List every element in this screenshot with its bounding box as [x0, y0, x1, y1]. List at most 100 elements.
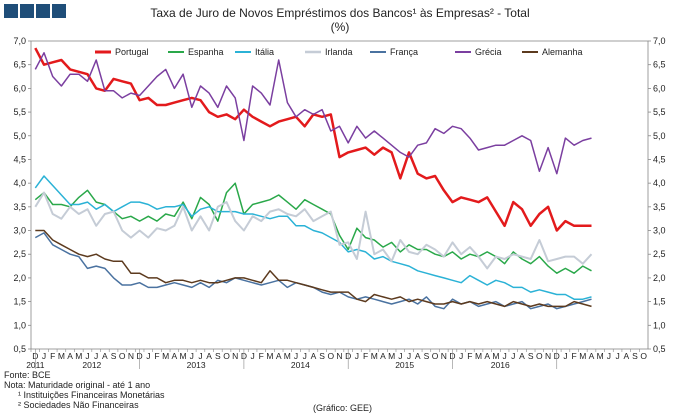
y-tick-label-right: 2,5	[653, 249, 666, 259]
x-month-label: N	[441, 351, 447, 361]
x-month-label: F	[50, 351, 55, 361]
x-month-label: J	[190, 351, 194, 361]
x-month-label: J	[615, 351, 619, 361]
note-text: Nota: Maturidade original - até 1 ano	[4, 380, 151, 390]
x-month-label: J	[459, 351, 463, 361]
x-month-label: S	[319, 351, 325, 361]
legend-label-espanha: Espanha	[188, 47, 224, 57]
x-month-label: J	[511, 351, 515, 361]
x-month-label: A	[623, 351, 629, 361]
y-tick-label-left: 1,0	[13, 320, 26, 330]
y-tick-label-right: 6,0	[653, 83, 666, 93]
x-month-label: A	[484, 351, 490, 361]
y-tick-label-left: 4,5	[13, 154, 26, 164]
y-tick-label-left: 5,0	[13, 131, 26, 141]
x-month-label: J	[294, 351, 298, 361]
x-month-label: A	[102, 351, 108, 361]
x-month-label: A	[415, 351, 421, 361]
y-tick-label-right: 7,0	[653, 36, 666, 46]
x-month-label: J	[250, 351, 254, 361]
x-month-label: J	[303, 351, 307, 361]
x-month-label: M	[180, 351, 187, 361]
footnote-2: ² Sociedades Não Financeiras	[18, 400, 139, 410]
x-month-label: M	[475, 351, 482, 361]
y-tick-label-left: 5,5	[13, 107, 26, 117]
x-month-label: J	[94, 351, 98, 361]
y-tick-label-left: 6,0	[13, 83, 26, 93]
x-month-label: M	[597, 351, 604, 361]
x-month-label: A	[67, 351, 73, 361]
legend-label-frança: França	[390, 47, 418, 57]
y-tick-label-right: 4,5	[653, 154, 666, 164]
x-month-label: A	[276, 351, 282, 361]
y-tick-label-left: 3,5	[13, 202, 26, 212]
y-tick-label-right: 0,5	[653, 344, 666, 354]
x-month-label: F	[154, 351, 159, 361]
y-tick-label-right: 6,5	[653, 60, 666, 70]
x-month-label: A	[172, 351, 178, 361]
x-year-label: 2015	[395, 360, 414, 370]
footnote-1: ¹ Instituições Financeiras Monetárias	[18, 390, 165, 400]
y-tick-label-left: 3,0	[13, 226, 26, 236]
y-tick-label-right: 5,0	[653, 131, 666, 141]
x-month-label: A	[380, 351, 386, 361]
y-tick-label-left: 2,0	[13, 273, 26, 283]
x-month-label: M	[371, 351, 378, 361]
x-month-label: M	[266, 351, 273, 361]
x-month-label: S	[528, 351, 534, 361]
x-month-label: J	[502, 351, 506, 361]
y-tick-label-right: 2,0	[653, 273, 666, 283]
series-line-espanha	[34, 182, 592, 274]
chart-title: Taxa de Juro de Novos Empréstimos dos Ba…	[150, 6, 530, 20]
series-line-irlanda	[34, 191, 593, 270]
series-line-frança	[34, 232, 592, 310]
x-month-label: M	[388, 351, 395, 361]
x-month-label: N	[336, 351, 342, 361]
plot-frame	[30, 40, 649, 350]
footer-notes: Fonte: BCE Nota: Maturidade original - a…	[4, 370, 165, 410]
x-month-label: J	[407, 351, 411, 361]
x-month-label: J	[355, 351, 359, 361]
x-year-label: 2014	[291, 360, 310, 370]
x-month-label: N	[232, 351, 238, 361]
logo	[4, 4, 66, 18]
legend-label-portugal: Portugal	[115, 47, 149, 57]
legend-label-itália: Itália	[255, 47, 274, 57]
x-month-label: A	[206, 351, 212, 361]
x-month-label: O	[640, 351, 647, 361]
x-month-label: J	[85, 351, 89, 361]
x-month-label: O	[327, 351, 334, 361]
x-month-label: O	[119, 351, 126, 361]
y-tick-label-left: 4,0	[13, 178, 26, 188]
x-month-label: J	[607, 351, 611, 361]
chart-title-unit: (%)	[330, 20, 350, 34]
x-month-label: A	[311, 351, 317, 361]
source-text: Fonte: BCE	[4, 370, 51, 380]
x-month-label: N	[128, 351, 134, 361]
legend-label-grécia: Grécia	[475, 47, 502, 57]
x-month-label: O	[223, 351, 230, 361]
y-tick-label-right: 3,0	[653, 226, 666, 236]
x-month-label: M	[579, 351, 586, 361]
x-year-label: 2011	[26, 360, 45, 370]
x-month-label: S	[111, 351, 117, 361]
y-tick-label-left: 0,5	[13, 344, 26, 354]
x-month-label: M	[162, 351, 169, 361]
x-month-label: J	[563, 351, 567, 361]
x-month-label: M	[492, 351, 499, 361]
logo-block-3	[36, 4, 50, 18]
y-tick-label-right: 1,0	[653, 320, 666, 330]
x-month-label: M	[284, 351, 291, 361]
series-line-alemanha	[35, 229, 592, 308]
series-line-itália	[34, 175, 592, 300]
x-month-label: F	[259, 351, 264, 361]
y-tick-label-right: 1,5	[653, 297, 666, 307]
x-month-label: S	[424, 351, 430, 361]
x-month-label: F	[363, 351, 368, 361]
legend-label-alemanha: Alemanha	[542, 47, 583, 57]
logo-block-4	[52, 4, 66, 18]
x-year-label: 2012	[82, 360, 101, 370]
y-tick-label-right: 4,0	[653, 178, 666, 188]
x-month-label: N	[545, 351, 551, 361]
